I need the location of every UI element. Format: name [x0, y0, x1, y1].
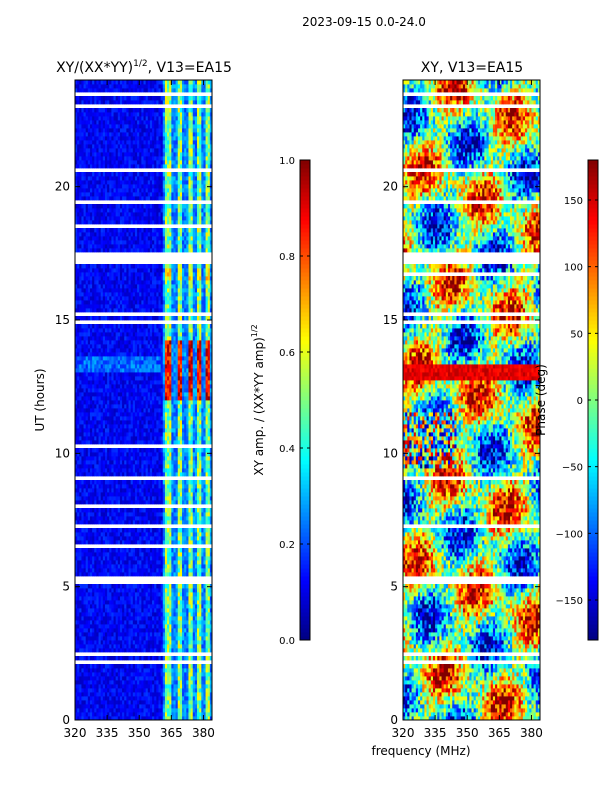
amplitude-heatmap [75, 80, 212, 720]
suptitle: 2023-09-15 0.0-24.0 [302, 15, 426, 29]
amplitude-panel: XY/(XX*YY)1/2, V13=EA15 320 335 350 365 380 … [33, 59, 232, 740]
amplitude-panel-title: XY/(XX*YY)1/2, V13=EA15 [56, 59, 232, 76]
figure: 2023-09-15 0.0-24.0 XY/(XX*YY)1/2, V13=E… [0, 0, 600, 800]
